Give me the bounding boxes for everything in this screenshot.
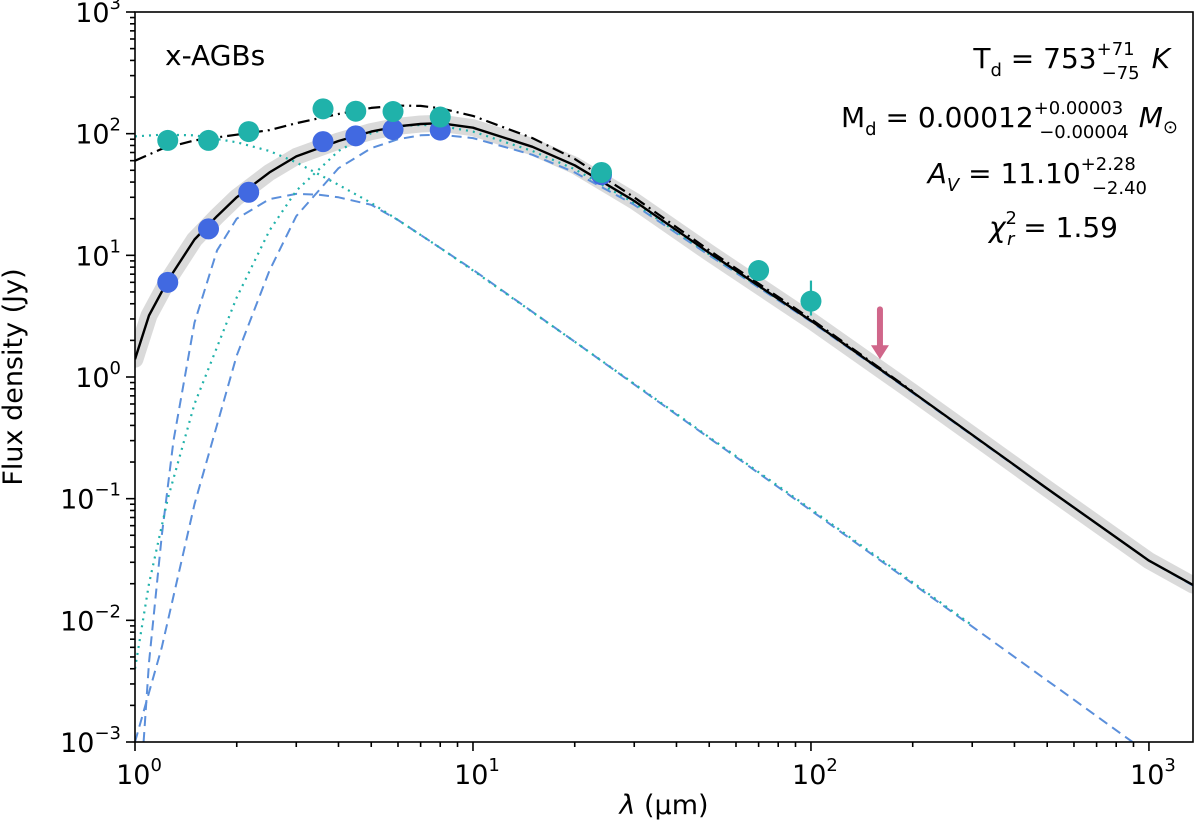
- x-tick-label: 103: [1130, 755, 1176, 791]
- curve-dust-component-dereddened: [135, 123, 1193, 669]
- plot-area: [135, 98, 1193, 742]
- y-tick-label: 10−2: [60, 601, 121, 637]
- observed-point: [312, 131, 334, 153]
- x-axis-label-unit: (µm): [635, 790, 708, 821]
- y-tick-label: 10−1: [60, 480, 121, 516]
- y-tick-label: 100: [75, 358, 121, 394]
- annotation-dust-temperature: Td = 753+71 −75 K: [972, 39, 1172, 84]
- model-uncertainty-band: [135, 114, 1193, 594]
- observed-point: [345, 125, 367, 147]
- dereddened-point: [157, 129, 179, 151]
- x-tick-label: 102: [792, 755, 838, 791]
- panel-label: x-AGBs: [165, 39, 265, 72]
- upper-limit-arrow-head: [870, 345, 889, 360]
- dereddened-point: [345, 100, 367, 122]
- observed-point: [198, 218, 220, 240]
- x-axis: 100 101 102 103: [116, 742, 1176, 791]
- curve-total-model-dereddened: [135, 104, 914, 393]
- dereddened-point: [198, 129, 220, 151]
- dereddened-point: [748, 260, 770, 282]
- observed-point: [157, 271, 179, 293]
- x-axis-label: λ (µm): [617, 790, 708, 821]
- dereddened-point: [238, 121, 260, 143]
- y-tick-label: 10−3: [60, 723, 121, 759]
- y-tick-label: 101: [75, 236, 121, 272]
- observed-point: [238, 181, 260, 203]
- y-tick-label: 103: [75, 0, 121, 29]
- curve-stellar-component-reddened: [142, 192, 1135, 742]
- annotation-dust-mass: Md = 0.00012+0.00003 −0.00004 M⊙: [841, 98, 1178, 143]
- plot-series-layer: [135, 98, 1193, 742]
- curve-stellar-component-dereddened: [135, 133, 973, 627]
- dereddened-point: [800, 290, 822, 312]
- x-tick-label: 101: [454, 755, 500, 791]
- dereddened-point: [429, 106, 451, 128]
- plot-frame: [134, 11, 1194, 743]
- y-axis: 10−3 10−2 10−1 100 101 102 103: [60, 0, 135, 759]
- observed-point: [382, 119, 404, 141]
- y-tick-label: 102: [75, 115, 121, 151]
- annotation-extinction: AV = 11.10+2.28 −2.40: [926, 154, 1147, 199]
- dereddened-point: [312, 98, 334, 120]
- annotation-reduced-chi-squared: χ2 r = 1.59: [987, 208, 1118, 250]
- curve-total-model-reddened: [135, 122, 1193, 587]
- x-tick-label: 100: [116, 755, 162, 791]
- x-axis-label-symbol: λ: [617, 790, 635, 821]
- dereddened-point: [382, 101, 404, 123]
- dereddened-point: [590, 161, 612, 183]
- y-axis-label: Flux density (Jy): [0, 268, 29, 485]
